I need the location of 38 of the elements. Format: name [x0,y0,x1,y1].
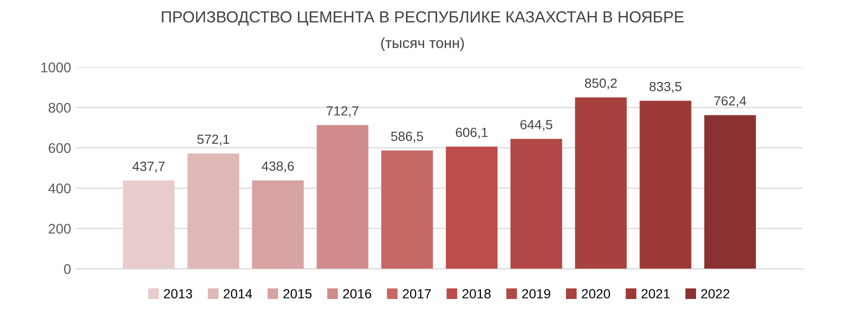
legend-label: 2014 [224,289,252,298]
legend-label: 2013 [164,289,192,298]
y-tick-label: 400 [48,183,71,194]
bar [446,146,498,269]
data-label: 572,1 [197,134,230,146]
legend-label: 2017 [402,289,431,298]
legend-label: 2021 [642,289,670,298]
bar [316,125,368,269]
y-tick-label: 600 [48,143,71,154]
legend-label: 2020 [582,289,610,298]
bar [704,115,756,269]
data-label: 850,2 [584,78,617,90]
data-label: 606,1 [456,128,488,139]
chart-subtitle: (тысяч тонн) [381,37,464,52]
data-label: 762,4 [714,96,746,108]
data-label: 586,5 [391,132,424,143]
bar [575,97,627,269]
y-tick-label: 0 [64,264,71,274]
data-label: 438,6 [262,161,294,172]
legend-label: 2019 [522,289,550,298]
legend-label: 2016 [343,289,372,298]
data-label: 644,5 [520,120,552,131]
bar [510,138,562,269]
y-tick-label: 1000 [41,62,71,72]
data-label: 833,5 [650,82,682,93]
data-label: 712,7 [326,106,358,118]
y-tick-label: 200 [48,224,71,234]
bar [122,180,175,269]
data-label: 437,7 [132,162,165,173]
bar [381,150,433,269]
y-tick-label: 800 [48,102,71,113]
chart-title: ПРОИЗВОДСТВО ЦЕМЕНТА В РЕСПУБЛИКЕ КАЗАХСТАН В НОЯБРЕ [162,11,684,26]
bar [252,180,304,269]
legend-label: 2015 [283,289,312,298]
bar [187,153,240,269]
legend-label: 2022 [701,289,730,298]
legend-label: 2018 [462,289,491,298]
bar [640,100,692,269]
